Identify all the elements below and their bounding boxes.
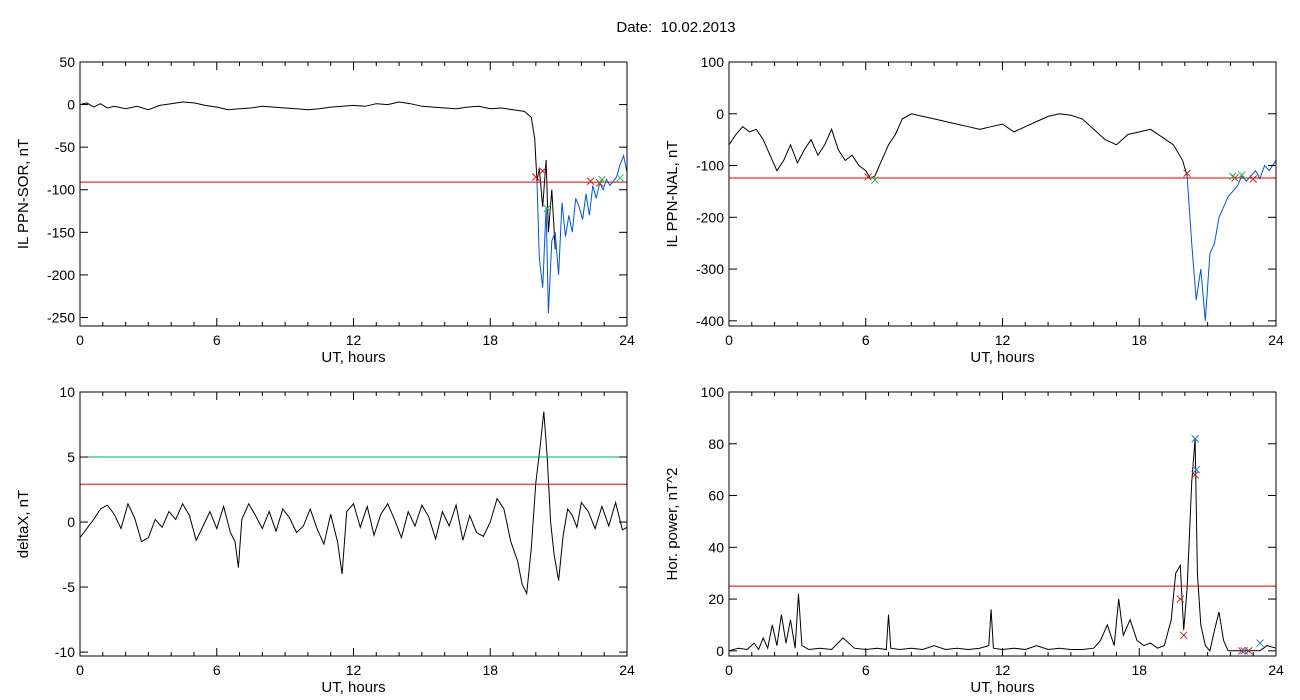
x-tick-label: 24 [1268,662,1284,678]
x-tick-label: 18 [1131,662,1147,678]
y-axis-label: IL PPN-NAL, nT [664,141,681,248]
data-point-marker [1249,175,1258,183]
series-line-0 [728,113,1188,180]
plot-frame [728,61,1277,327]
y-tick-label: -5 [63,579,76,595]
x-tick-label: 6 [862,332,870,348]
data-point-marker [1237,170,1246,179]
y-tick-label: -100 [696,158,724,174]
x-axis-label: UT, hours [321,679,385,696]
y-tick-label: 60 [708,488,724,504]
x-tick-label: 12 [995,332,1011,348]
data-point-marker [864,173,872,181]
series-line-1 [1186,160,1277,321]
y-tick-label: 20 [708,591,724,607]
data-point-marker [595,179,604,187]
data-point-marker [871,176,879,184]
x-tick-label: 0 [725,662,733,678]
x-tick-label: 6 [213,332,221,348]
data-point-marker [1240,646,1248,655]
x-tick-label: 18 [482,662,498,678]
data-point-marker [1191,434,1199,443]
data-point-marker [598,175,606,184]
y-axis-label: deltaX, nT [15,490,32,558]
x-tick-label: 6 [862,662,870,678]
series-line-0 [79,411,628,596]
data-point-marker [1237,646,1246,655]
y-tick-label: 5 [67,449,75,465]
y-tick-label: -300 [696,261,724,277]
data-point-marker [1192,465,1201,474]
y-tick-label: -10 [55,644,75,660]
series-line-0 [79,101,556,250]
data-point-marker [543,204,552,213]
date-label: Date: [616,19,653,36]
x-axis-label: UT, hours [321,349,385,366]
x-tick-label: 12 [346,332,362,348]
data-point-marker [1183,169,1191,178]
x-axis-label: UT, hours [970,679,1034,696]
y-tick-label: -150 [47,224,75,240]
data-point-marker [586,177,595,186]
panel-deltax: 0 6 12 18 24 10 5 0 -5 -10 UT, hours deltaX, nT [15,384,635,696]
panel-nal: 0 6 12 18 24 100 0 -100 -200 -300 -400 UT, hours IL … [664,54,1284,366]
y-tick-label: -50 [55,139,75,155]
y-tick-label: 10 [59,384,75,400]
y-tick-label: 100 [701,384,725,400]
data-point-marker [1228,172,1237,181]
y-axis-label: IL PPN-SOR, nT [15,139,32,249]
y-tick-label: -400 [696,313,724,329]
series-line-0 [728,438,1277,652]
data-point-marker [1256,639,1264,647]
panel-sor: 0 6 12 18 24 50 0 -50 -100 -150 -200 -250 UT, hours I… [15,54,635,366]
y-tick-label: 80 [708,436,724,452]
x-axis-label: UT, hours [970,349,1034,366]
y-tick-label: 50 [59,54,75,70]
y-tick-label: 0 [67,97,75,113]
x-tick-label: 6 [213,662,221,678]
data-point-marker [531,173,540,181]
y-tick-label: -200 [696,209,724,225]
panel-hor-power: 0 6 12 18 24 100 80 60 40 20 0 UT, hours Hor. power,… [664,384,1284,696]
plot-frame [79,61,628,327]
data-point-marker [1176,595,1185,603]
y-tick-label: -200 [47,267,75,283]
y-tick-label: 0 [716,106,724,122]
x-tick-label: 18 [482,332,498,348]
x-tick-label: 24 [619,662,635,678]
x-tick-label: 12 [995,662,1011,678]
x-tick-label: 12 [346,662,362,678]
y-axis-label: Hor. power, nT^2 [664,468,681,581]
x-tick-label: 24 [1268,332,1284,348]
page-title: Date: 10.02.2013 [0,19,1300,36]
x-tick-label: 0 [76,332,84,348]
y-tick-label: 40 [708,539,724,555]
x-tick-label: 18 [1131,332,1147,348]
data-point-marker [1231,174,1239,182]
y-tick-label: 100 [701,54,725,70]
y-tick-label: 0 [716,643,724,659]
data-point-marker [616,173,625,182]
date-value: 10.02.2013 [660,19,736,36]
series-line-1 [536,153,628,314]
data-point-marker [538,167,547,175]
data-point-marker [1179,631,1188,640]
x-tick-label: 0 [76,662,84,678]
y-tick-label: -250 [47,309,75,325]
y-tick-label: -100 [47,182,75,198]
plot-frame [728,391,1277,657]
x-tick-label: 0 [725,332,733,348]
y-tick-label: 0 [67,514,75,530]
x-tick-label: 24 [619,332,635,348]
